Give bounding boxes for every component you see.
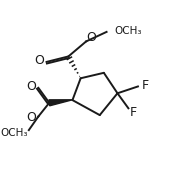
Text: OCH₃: OCH₃ (0, 128, 27, 138)
Text: F: F (142, 79, 149, 92)
Text: O: O (27, 111, 36, 124)
Polygon shape (49, 100, 73, 106)
Text: O: O (27, 80, 36, 93)
Text: OCH₃: OCH₃ (114, 25, 142, 35)
Text: F: F (130, 106, 137, 119)
Text: O: O (87, 31, 96, 44)
Text: O: O (34, 54, 44, 67)
